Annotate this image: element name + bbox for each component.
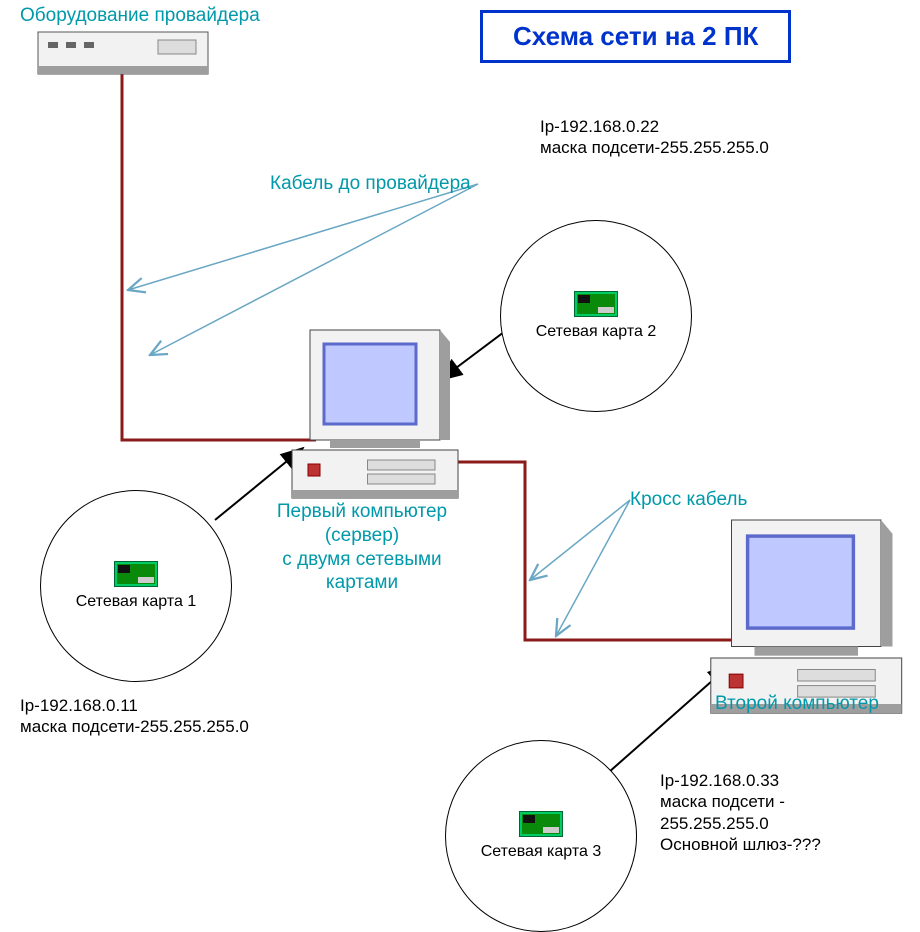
ip-nic2-label: Ip-192.168.0.22 маска подсети-255.255.25… [540,116,769,159]
diagram-svg [0,0,920,890]
cross-cable-label: Кросс кабель [630,488,747,512]
nic-icon [574,291,618,317]
pc1-caption: Первый компьютер (сервер) с двумя сетевы… [252,500,472,595]
nic-icon [519,811,563,837]
pc2-icon [711,520,902,713]
pc1-icon [292,330,458,498]
nic1-label: Сетевая карта 1 [76,593,196,611]
cable-to-provider-label: Кабель до провайдера [270,172,471,196]
modem-icon [38,32,208,74]
nic2-bubble: Сетевая карта 2 [500,220,692,412]
nic-icon [114,561,158,587]
provider-equipment-label: Оборудование провайдера [20,4,260,28]
nic3-label: Сетевая карта 3 [481,843,601,861]
nic1-bubble: Сетевая карта 1 [40,490,232,682]
ip-nic3-label: Ip-192.168.0.33 маска подсети - 255.255.… [660,770,821,855]
title-box: Схема сети на 2 ПК [480,10,791,63]
nic2-label: Сетевая карта 2 [536,323,656,341]
title-text: Схема сети на 2 ПК [513,21,758,51]
pc2-caption: Второй компьютер [715,692,879,716]
ip-nic1-label: Ip-192.168.0.11 маска подсети-255.255.25… [20,695,249,738]
nic3-bubble: Сетевая карта 3 [445,740,637,932]
